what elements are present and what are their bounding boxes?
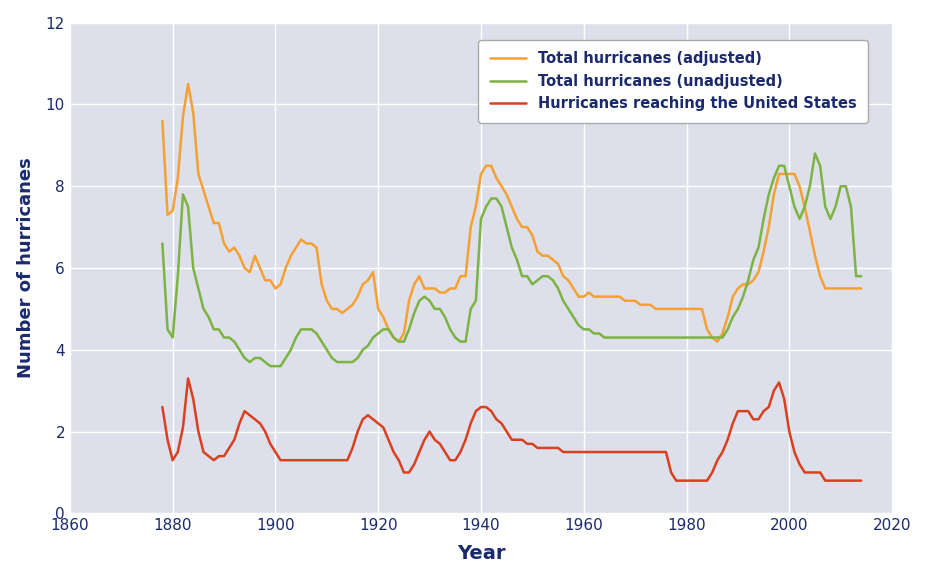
X-axis label: Year: Year (456, 545, 504, 563)
Hurricanes reaching the United States (593, 448, 604, 455)
Line: Total hurricanes (unadjusted): Total hurricanes (unadjusted) (162, 154, 860, 366)
Total hurricanes (unadjusted) (470, 297, 481, 304)
Hurricanes reaching the United States (855, 477, 866, 484)
Hurricanes reaching the United States (403, 469, 414, 476)
Total hurricanes (unadjusted) (418, 293, 429, 300)
Total hurricanes (adjusted) (260, 277, 271, 284)
Total hurricanes (unadjusted) (403, 326, 414, 333)
Total hurricanes (unadjusted) (264, 362, 275, 369)
Hurricanes reaching the United States (470, 408, 481, 415)
Y-axis label: Number of hurricanes: Number of hurricanes (17, 158, 34, 378)
Total hurricanes (adjusted) (705, 334, 717, 341)
Hurricanes reaching the United States (260, 428, 271, 435)
Total hurricanes (adjusted) (855, 285, 866, 292)
Total hurricanes (adjusted) (424, 285, 435, 292)
Total hurricanes (unadjusted) (593, 330, 604, 337)
Hurricanes reaching the United States (670, 477, 681, 484)
Hurricanes reaching the United States (183, 375, 194, 382)
Line: Hurricanes reaching the United States: Hurricanes reaching the United States (162, 378, 860, 481)
Hurricanes reaching the United States (418, 436, 429, 443)
Total hurricanes (unadjusted) (855, 273, 866, 280)
Total hurricanes (unadjusted) (254, 354, 265, 361)
Total hurricanes (adjusted) (393, 338, 404, 345)
Total hurricanes (adjusted) (598, 293, 609, 300)
Total hurricanes (adjusted) (157, 117, 168, 124)
Total hurricanes (unadjusted) (157, 240, 168, 247)
Legend: Total hurricanes (adjusted), Total hurricanes (unadjusted), Hurricanes reaching : Total hurricanes (adjusted), Total hurri… (477, 40, 868, 123)
Total hurricanes (unadjusted) (808, 150, 819, 157)
Hurricanes reaching the United States (705, 469, 717, 476)
Total hurricanes (unadjusted) (701, 334, 712, 341)
Total hurricanes (adjusted) (475, 171, 486, 177)
Total hurricanes (adjusted) (183, 81, 194, 88)
Total hurricanes (adjusted) (408, 281, 419, 288)
Line: Total hurricanes (adjusted): Total hurricanes (adjusted) (162, 84, 860, 342)
Hurricanes reaching the United States (157, 404, 168, 411)
